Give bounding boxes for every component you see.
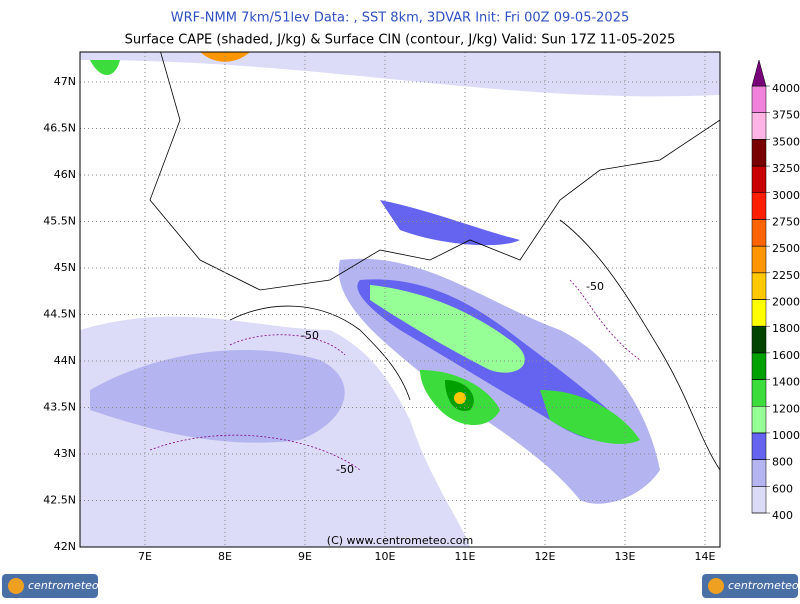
copyright: (C) www.centrometeo.com xyxy=(327,534,473,547)
colorbar-swatch xyxy=(751,325,767,354)
logo-box xyxy=(702,574,798,598)
colorbar-swatch xyxy=(751,379,767,407)
colorbar-label: 3250 xyxy=(772,162,800,175)
colorbar-label: 3750 xyxy=(772,109,800,122)
colorbar-swatch xyxy=(751,406,767,434)
colorbar-label: 400 xyxy=(772,509,793,522)
colorbar-label: 600 xyxy=(772,482,793,495)
lon-label: 10E xyxy=(375,550,396,563)
logo-text: centrometeo xyxy=(728,579,799,592)
colorbar-swatch xyxy=(751,272,767,300)
logo-icon xyxy=(8,578,24,594)
colorbar-label: 3500 xyxy=(772,135,800,148)
lat-label: 42N xyxy=(54,540,76,553)
lon-label: 13E xyxy=(615,550,636,563)
colorbar-label: 2750 xyxy=(772,215,800,228)
contour-label: -50 xyxy=(336,463,354,476)
lat-label: 46N xyxy=(54,168,76,181)
lon-label: 7E xyxy=(138,550,152,563)
colorbar: 400 600 800 1000 1200 1400 1600 1800 2000 2250 250… xyxy=(751,59,800,522)
lat-label: 42.5N xyxy=(43,494,76,507)
colorbar-label: 1200 xyxy=(772,402,800,415)
colorbar-label: 2000 xyxy=(772,296,800,309)
lon-label: 12E xyxy=(535,550,556,563)
colorbar-label: 800 xyxy=(772,456,793,469)
colorbar-swatch xyxy=(751,165,767,193)
lat-label: 45.5N xyxy=(43,215,76,228)
lat-label: 45N xyxy=(54,261,76,274)
colorbar-swatch xyxy=(751,352,767,380)
lat-label: 43N xyxy=(54,447,76,460)
colorbar-swatch xyxy=(751,245,767,274)
subtitle: Surface CAPE (shaded, J/kg) & Surface CI… xyxy=(125,33,676,48)
lat-label: 44N xyxy=(54,354,76,367)
colorbar-swatch xyxy=(751,219,767,247)
logo-box xyxy=(2,574,98,598)
map: 47N 46.5N 46N 45.5N 45N 44.5N 44N 43.5N 43N 42.5N… xyxy=(43,51,721,563)
colorbar-arrow xyxy=(751,59,767,87)
colorbar-label: 4000 xyxy=(772,82,800,95)
title: WRF-NMM 7km/51lev Data: , SST 8km, 3DVAR… xyxy=(171,11,630,26)
map-frame xyxy=(79,51,721,548)
colorbar-swatch xyxy=(751,459,767,487)
colorbar-label: 2500 xyxy=(772,242,800,255)
lon-label: 11E xyxy=(455,550,476,563)
contour-label: -50 xyxy=(301,329,319,342)
lat-label: 47N xyxy=(54,75,76,88)
lat-label: 44.5N xyxy=(43,308,76,321)
colorbar-label: 1800 xyxy=(772,322,800,335)
colorbar-label: 1600 xyxy=(772,349,800,362)
lon-label: 9E xyxy=(298,550,312,563)
lon-label: 8E xyxy=(218,550,232,563)
lat-label: 43.5N xyxy=(43,401,76,414)
colorbar-label: 3000 xyxy=(772,189,800,202)
colorbar-swatch xyxy=(751,432,767,460)
colorbar-swatch xyxy=(751,299,767,327)
contour-label: -50 xyxy=(586,280,604,293)
colorbar-swatch xyxy=(751,139,767,167)
logo-icon xyxy=(708,578,724,594)
colorbar-label: 2250 xyxy=(772,269,800,282)
colorbar-swatch xyxy=(751,192,767,220)
lat-label: 46.5N xyxy=(43,122,76,135)
colorbar-swatch xyxy=(751,85,767,113)
colorbar-swatch xyxy=(751,486,767,514)
logo-text: centrometeo xyxy=(28,579,99,592)
colorbar-swatch xyxy=(751,112,767,140)
lon-label: 14E xyxy=(695,550,716,563)
colorbar-label: 1400 xyxy=(772,376,800,389)
colorbar-label: 1000 xyxy=(772,429,800,442)
